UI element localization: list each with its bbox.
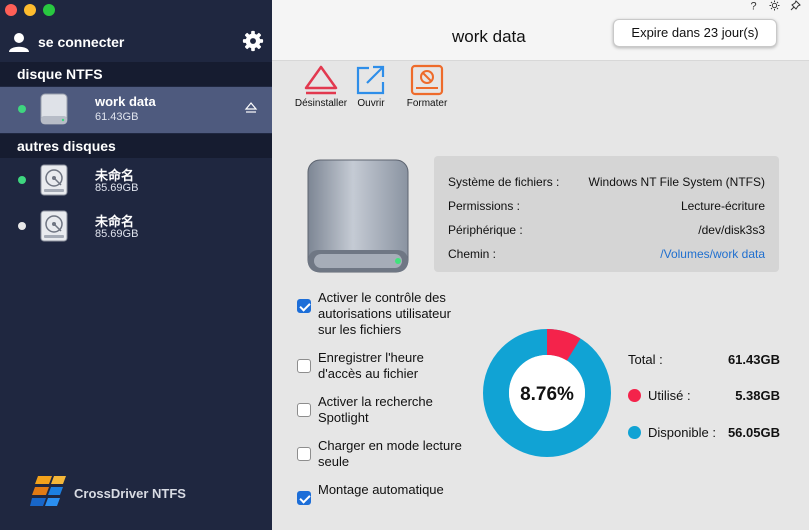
spotlight-label: Activer la recherche Spotlight — [318, 394, 433, 425]
free-value: 56.05GB — [727, 425, 780, 440]
used-value: 5.38GB — [735, 388, 780, 403]
external-drive-illustration — [307, 159, 409, 273]
permission-control-label: Activer le contrôle des autorisations ut… — [318, 290, 451, 337]
donut-center — [509, 355, 585, 431]
permissions-label: Permissions : — [448, 199, 521, 213]
device-label: Périphérique : — [448, 223, 523, 237]
main-panel: work data Expire dans 23 jour(s) ? Désin… — [272, 0, 809, 530]
login-link[interactable]: se connecter — [38, 34, 125, 50]
section-other-heading: autres disques — [0, 134, 272, 158]
stat-total: Total : 61.43GB — [628, 352, 780, 368]
header: work data Expire dans 23 jour(s) ? — [272, 0, 809, 61]
external-drive-icon — [40, 93, 68, 125]
access-time-label: Enregistrer l'heure d'accès au fichier — [318, 350, 424, 381]
sidebar: se connecter disque NTFS work data — [0, 0, 272, 530]
usage-donut-chart: 8.76% — [483, 329, 611, 457]
device-value: /dev/disk3s3 — [698, 223, 765, 237]
status-dot — [18, 176, 26, 184]
stat-used: Utilisé : 5.38GB — [628, 388, 780, 404]
page-title: work data — [452, 27, 526, 46]
spotlight-checkbox[interactable] — [297, 403, 311, 417]
disk-name: 未命名 — [95, 168, 135, 183]
sidebar-disk-item[interactable]: 未命名 85.69GB — [0, 158, 272, 204]
user-icon[interactable] — [8, 31, 30, 53]
status-dot — [18, 222, 26, 230]
filesystem-label: Système de fichiers : — [448, 175, 560, 189]
disk-size: 85.69GB — [95, 182, 139, 194]
brightness-icon[interactable] — [769, 0, 780, 11]
used-label: Utilisé : — [648, 388, 691, 403]
disk-size: 85.69GB — [95, 228, 139, 240]
section-ntfs-heading: disque NTFS — [0, 62, 272, 86]
uninstall-button[interactable]: Désinstaller — [289, 64, 353, 114]
disk-name: work data — [95, 94, 156, 109]
uninstall-icon — [304, 65, 338, 95]
brand: CrossDriver NTFS — [30, 474, 186, 512]
hard-disk-icon — [40, 164, 68, 196]
sidebar-disk-item[interactable]: 未命名 85.69GB — [0, 204, 272, 250]
format-icon — [410, 64, 444, 96]
usage-percent: 8.76% — [520, 384, 574, 405]
open-button[interactable]: Ouvrir — [339, 64, 403, 114]
used-legend-dot — [628, 389, 641, 402]
format-label: Formater — [406, 98, 448, 109]
hard-disk-icon — [40, 210, 68, 242]
used-space-arc — [546, 329, 581, 361]
option-spotlight[interactable]: Activer la recherche Spotlight — [297, 394, 433, 426]
login-row: se connecter — [8, 28, 264, 56]
expire-button[interactable]: Expire dans 23 jour(s) — [613, 19, 777, 47]
help-icon[interactable]: ? — [748, 0, 759, 12]
minimize-window-button[interactable] — [24, 4, 36, 16]
disk-name: 未命名 — [95, 214, 135, 229]
permission-control-checkbox[interactable] — [297, 299, 311, 313]
window-controls — [5, 4, 55, 16]
zoom-window-button[interactable] — [43, 4, 55, 16]
open-label: Ouvrir — [357, 98, 385, 109]
gear-icon[interactable] — [242, 30, 264, 52]
read-only-label: Charger en mode lecture seule — [318, 438, 462, 469]
filesystem-value: Windows NT File System (NTFS) — [588, 175, 765, 189]
free-legend-dot — [628, 426, 641, 439]
svg-text:?: ? — [750, 1, 756, 12]
option-access-time[interactable]: Enregistrer l'heure d'accès au fichier — [297, 350, 424, 382]
info-row-device: Périphérique : /dev/disk3s3 — [448, 223, 765, 239]
access-time-checkbox[interactable] — [297, 359, 311, 373]
uninstall-label: Désinstaller — [294, 98, 348, 109]
stat-free: Disponible : 56.05GB — [628, 425, 780, 441]
status-dot — [18, 105, 26, 113]
read-only-checkbox[interactable] — [297, 447, 311, 461]
close-window-button[interactable] — [5, 4, 17, 16]
auto-mount-checkbox[interactable] — [297, 491, 311, 505]
info-row-path: Chemin : /Volumes/work data — [448, 247, 765, 263]
option-read-only[interactable]: Charger en mode lecture seule — [297, 438, 462, 470]
sidebar-disk-item[interactable]: work data 61.43GB — [0, 87, 272, 133]
path-label: Chemin : — [448, 247, 497, 261]
option-auto-mount[interactable]: Montage automatique — [297, 482, 444, 505]
total-value: 61.43GB — [727, 352, 780, 367]
path-link[interactable]: /Volumes/work data — [660, 247, 765, 261]
open-external-icon — [356, 65, 385, 95]
auto-mount-label: Montage automatique — [318, 482, 444, 497]
eject-icon[interactable] — [244, 101, 258, 115]
format-button[interactable]: Formater — [395, 64, 459, 114]
info-row-permissions: Permissions : Lecture-écriture — [448, 199, 765, 215]
disk-size: 61.43GB — [95, 111, 139, 123]
pin-icon[interactable] — [790, 0, 801, 11]
total-label: Total : — [628, 352, 663, 367]
permissions-value: Lecture-écriture — [680, 199, 765, 213]
disk-info-panel: Système de fichiers : Windows NT File Sy… — [434, 156, 779, 272]
brand-name: CrossDriver NTFS — [74, 485, 186, 501]
free-label: Disponible : — [648, 425, 716, 440]
crossdriver-logo-icon — [30, 476, 66, 506]
info-row-filesystem: Système de fichiers : Windows NT File Sy… — [448, 175, 765, 191]
option-permission-control[interactable]: Activer le contrôle des autorisations ut… — [297, 290, 451, 338]
